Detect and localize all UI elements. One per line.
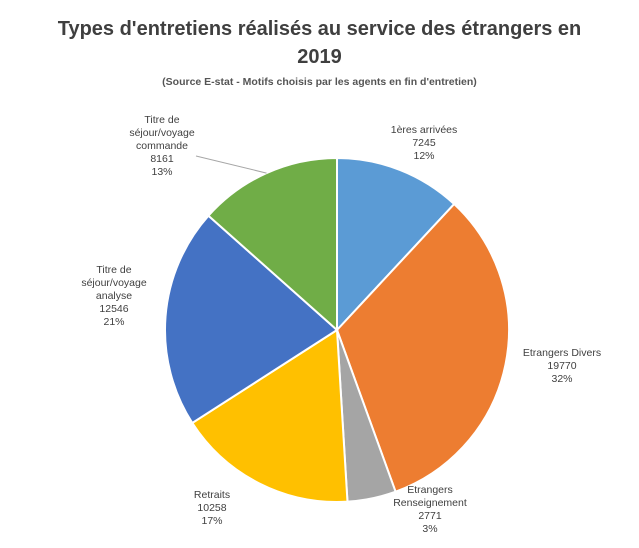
pie-slice-1: [336, 156, 456, 333]
data-label-5: Titre de séjour/voyage analyse 12546 21%: [81, 264, 147, 328]
chart-subtitle: (Source E-stat - Motifs choisis par les …: [162, 76, 477, 88]
pie-slice-5: [164, 214, 339, 425]
pie-slice-4: [190, 328, 349, 503]
data-label-1: 1ères arrivées 7245 12%: [391, 124, 458, 162]
pie-slice-2: [335, 202, 510, 493]
data-label-3: Etrangers Renseignement 2771 3%: [393, 484, 467, 535]
leader-line: [195, 155, 267, 174]
chart-title-year: 2019: [297, 46, 342, 68]
chart-title: Types d'entretiens réalisés au service d…: [57, 18, 582, 40]
data-label-6: Titre de séjour/voyage commande 8161 13%: [129, 114, 195, 178]
data-label-2: Etrangers Divers 19770 32%: [523, 347, 601, 385]
data-label-4: Retraits 10258 17%: [194, 489, 230, 527]
